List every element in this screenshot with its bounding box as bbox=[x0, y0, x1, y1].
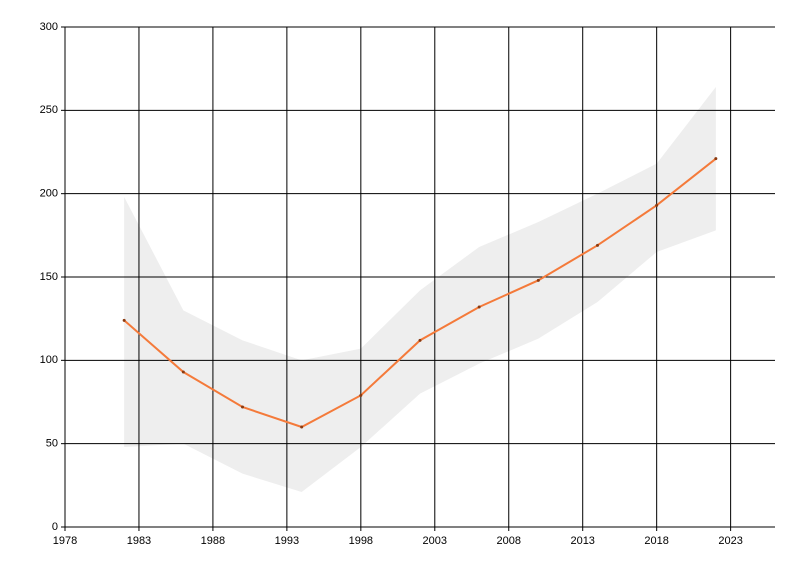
x-tick-label: 1988 bbox=[201, 535, 225, 547]
y-tick-label: 50 bbox=[46, 438, 58, 450]
x-tick-label: 2018 bbox=[644, 535, 668, 547]
data-point bbox=[714, 157, 718, 161]
data-point bbox=[418, 338, 422, 342]
data-point bbox=[300, 425, 304, 429]
y-tick-label: 0 bbox=[52, 521, 58, 533]
y-tick-label: 250 bbox=[40, 104, 58, 116]
x-tick-label: 2003 bbox=[423, 535, 447, 547]
y-tick-label: 150 bbox=[40, 271, 58, 283]
y-tick-label: 100 bbox=[40, 354, 58, 366]
data-point bbox=[477, 305, 481, 309]
data-point bbox=[596, 243, 599, 247]
x-tick-label: 2013 bbox=[570, 535, 594, 547]
x-tick-label: 2023 bbox=[718, 535, 742, 547]
x-tick-label: 1978 bbox=[53, 535, 77, 547]
data-point bbox=[359, 393, 363, 397]
x-tick-label: 2008 bbox=[497, 535, 521, 547]
data-point bbox=[181, 370, 185, 374]
data-point bbox=[241, 405, 244, 409]
y-tick-label: 200 bbox=[40, 188, 58, 200]
x-tick-label: 1983 bbox=[127, 535, 151, 547]
x-tick-label: 1998 bbox=[349, 535, 373, 547]
x-tick-label: 1993 bbox=[275, 535, 299, 547]
data-point bbox=[536, 278, 540, 282]
data-point bbox=[655, 203, 659, 207]
confidence-band bbox=[124, 87, 716, 492]
y-tick-label: 300 bbox=[40, 21, 58, 33]
data-point bbox=[122, 318, 126, 322]
